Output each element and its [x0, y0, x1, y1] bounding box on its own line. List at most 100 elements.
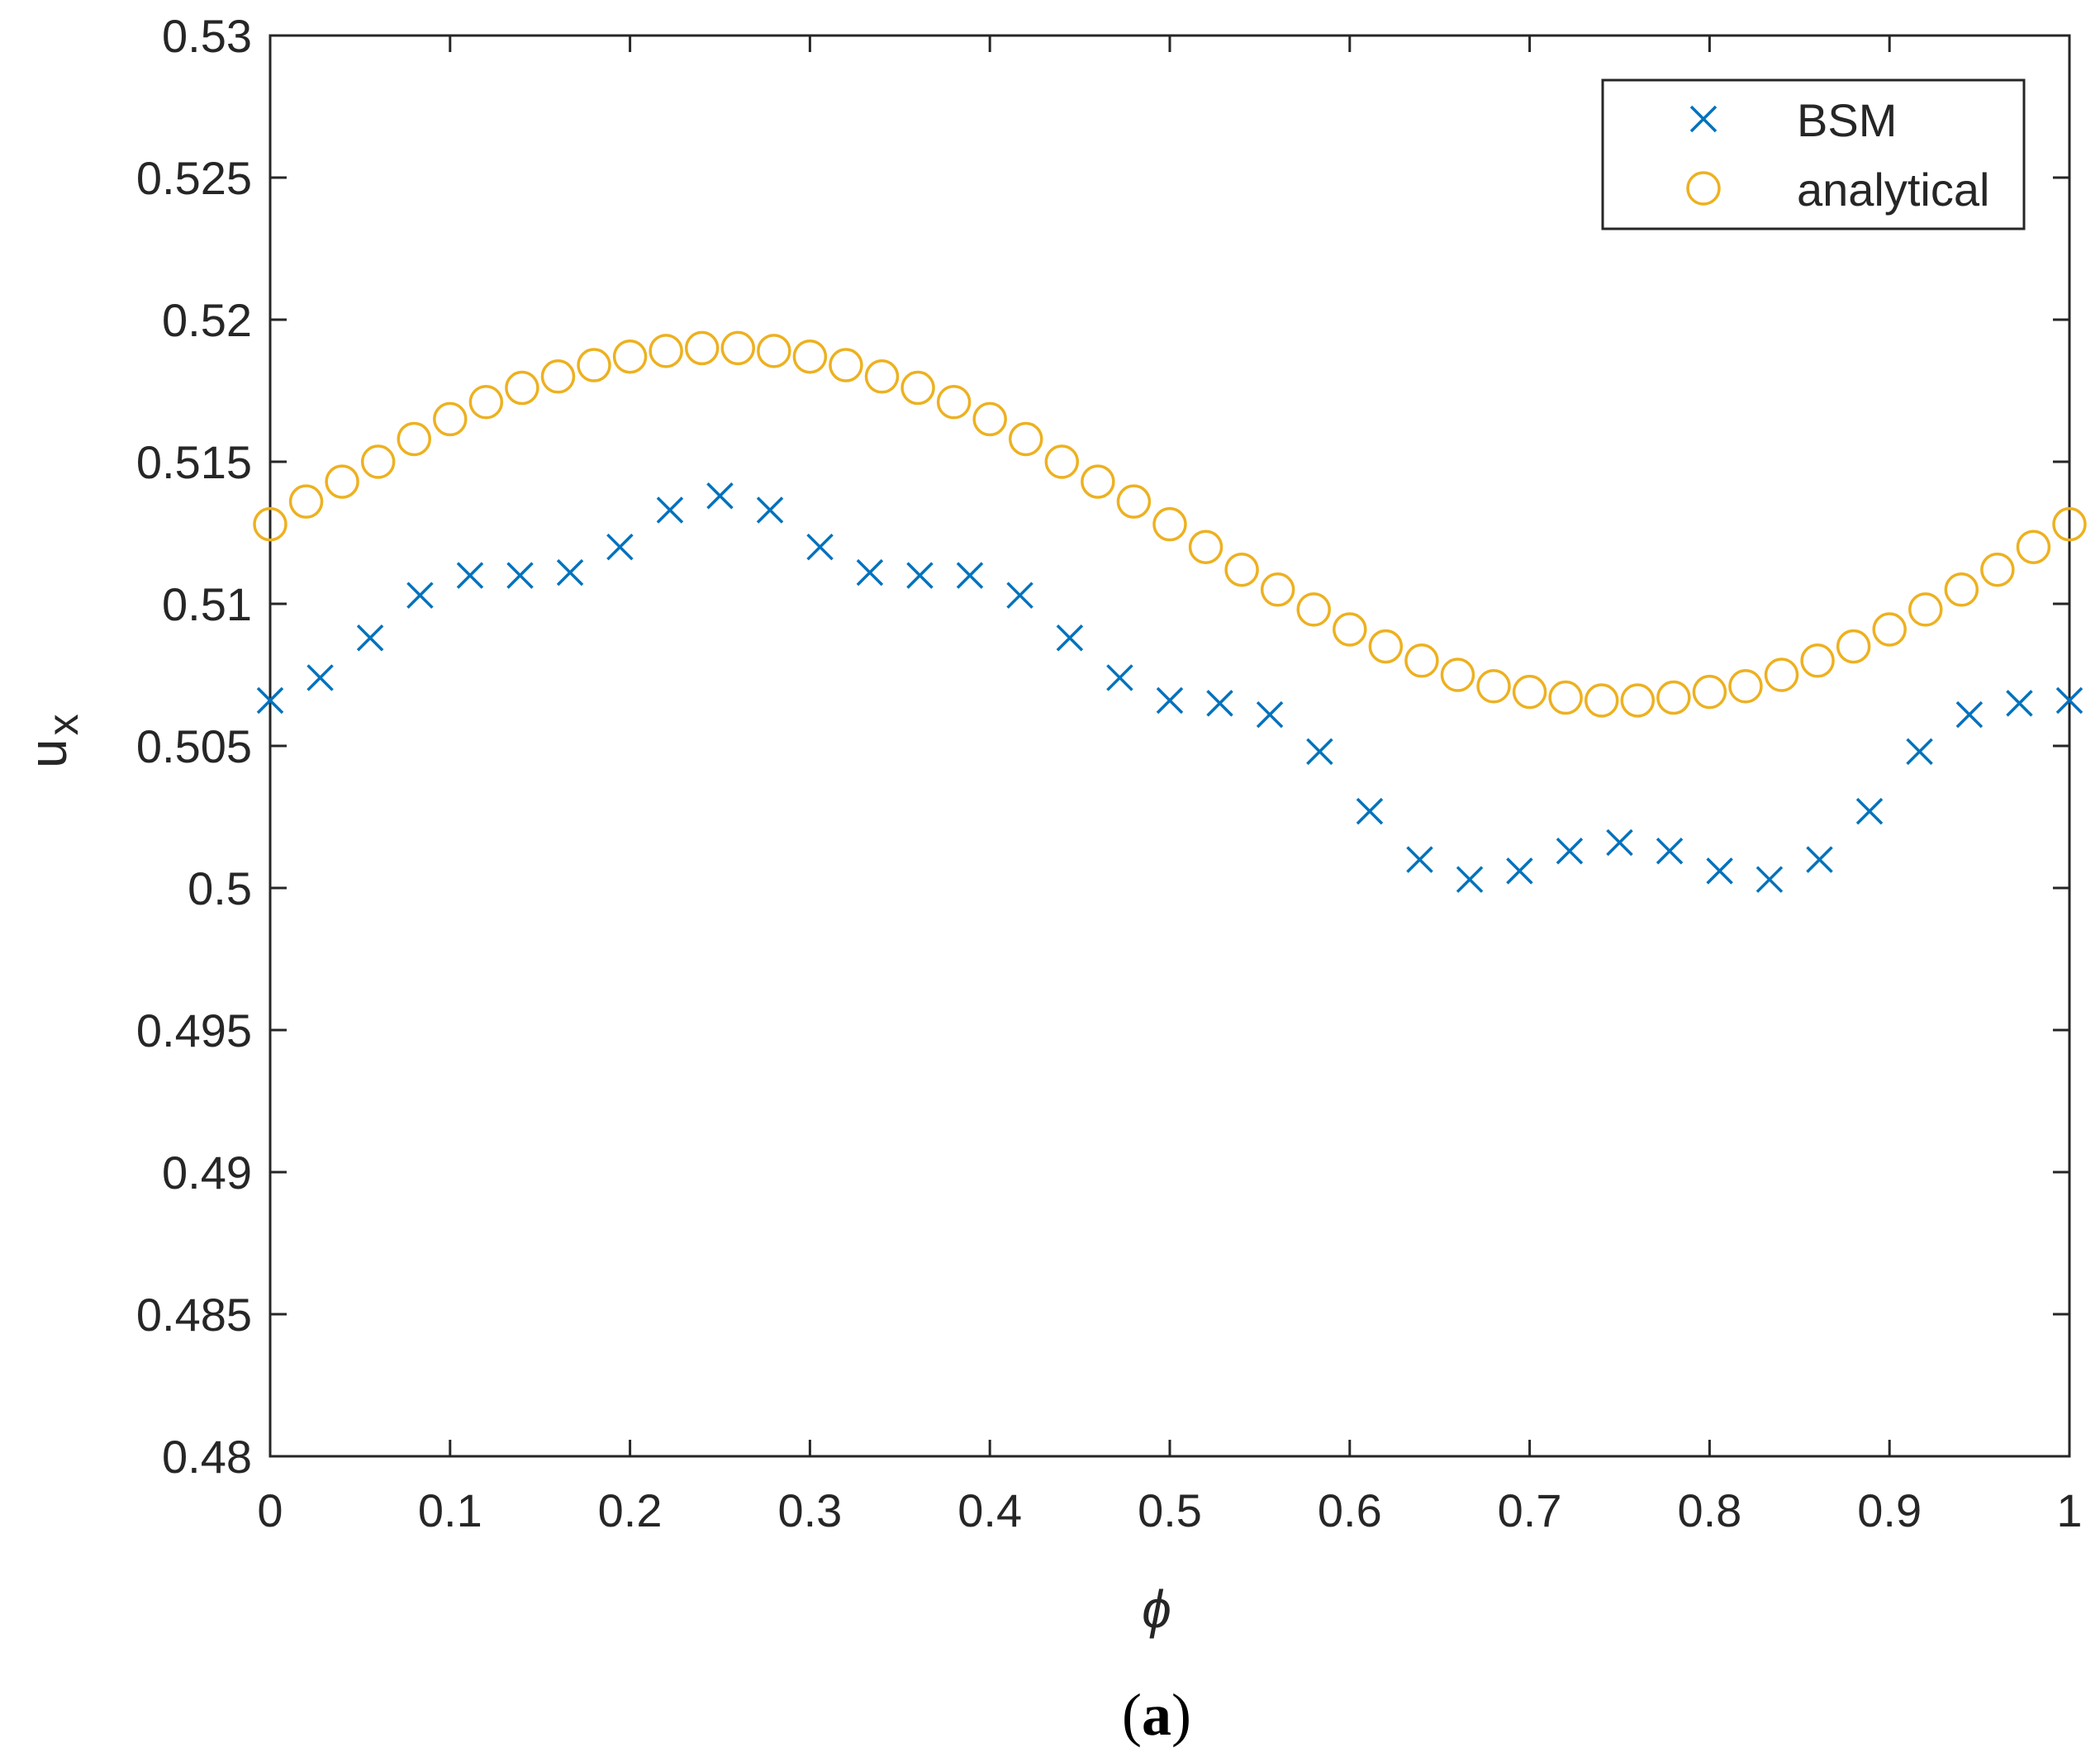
y-tick-label: 0.525: [136, 152, 252, 204]
analytical-point: [936, 385, 972, 420]
analytical-point: [1728, 669, 1763, 704]
x-tick-label: 1: [2056, 1484, 2082, 1536]
analytical-point: [1260, 572, 1295, 607]
legend-marker-analytical: [1686, 171, 1721, 206]
series-bsm: [256, 482, 2083, 893]
bsm-point: [1606, 829, 1633, 857]
analytical-point: [649, 334, 683, 368]
analytical-point: [505, 370, 539, 406]
analytical-point: [1584, 683, 1619, 718]
y-tick-label: 0.48: [162, 1431, 252, 1483]
x-tick-label: 0: [257, 1484, 283, 1536]
analytical-point: [684, 330, 720, 366]
analytical-point: [2016, 529, 2051, 564]
bsm-point: [1756, 866, 1784, 893]
analytical-point: [1009, 421, 1043, 457]
analytical-point: [829, 348, 863, 382]
analytical-point: [1404, 643, 1439, 678]
x-tick-label: 0.8: [1677, 1484, 1741, 1536]
analytical-point: [1476, 669, 1511, 704]
y-tick-label: 0.52: [162, 294, 252, 346]
y-tick-label: 0.5: [188, 862, 252, 914]
bsm-point: [656, 496, 684, 524]
caption-paren-open: (: [1122, 1682, 1142, 1748]
bsm-point: [1056, 624, 1084, 652]
bsm-point: [1556, 838, 1584, 865]
analytical-point: [1512, 674, 1547, 710]
analytical-point: [1296, 592, 1331, 627]
bsm-point: [906, 562, 934, 589]
legend: BSM analytical: [1601, 78, 2026, 230]
analytical-point: [1116, 484, 1152, 519]
y-tick-label: 0.51: [162, 578, 252, 630]
analytical-point: [1980, 552, 2015, 587]
analytical-point: [720, 330, 756, 366]
analytical-point: [1800, 643, 1835, 678]
bsm-point: [2055, 686, 2083, 715]
analytical-point: [900, 370, 935, 406]
bsm-point: [1906, 738, 1933, 766]
bsm-point: [1855, 797, 1884, 825]
bsm-point: [1406, 846, 1433, 873]
x-tick-labels: 0 0.1 0.2 0.3 0.4 0.5 0.6 0.7 0.8 0.9 1: [257, 1484, 2082, 1536]
analytical-point: [1081, 464, 1115, 499]
svg-text:ux: ux: [18, 714, 88, 768]
bsm-point: [406, 582, 434, 609]
legend-label-analytical: analytical: [1797, 164, 1989, 216]
bsm-point: [256, 686, 284, 715]
bsm-point: [1356, 797, 1384, 825]
analytical-point: [1368, 629, 1404, 664]
bsm-point: [1256, 700, 1284, 729]
bsm-point: [1106, 664, 1133, 691]
axis-ticks: [268, 34, 2071, 1458]
legend-box: [1601, 78, 2026, 230]
bsm-point: [1506, 857, 1533, 885]
analytical-point: [1548, 680, 1583, 715]
analytical-point: [433, 401, 468, 437]
y-tick-label: 0.515: [136, 436, 252, 488]
analytical-point: [792, 339, 828, 374]
y-axis-label-sub: x: [40, 714, 88, 735]
x-tick-label: 0.4: [957, 1484, 1022, 1536]
analytical-point: [1620, 683, 1656, 718]
analytical-point: [360, 444, 396, 479]
analytical-point: [612, 339, 648, 374]
bsm-point: [1456, 866, 1484, 893]
caption: (a): [1122, 1682, 1191, 1748]
x-tick-label: 0.1: [418, 1484, 482, 1536]
bsm-point: [556, 558, 584, 586]
bsm-point: [806, 533, 834, 561]
bsm-point: [1156, 686, 1184, 715]
bsm-point: [606, 533, 634, 561]
analytical-point: [1836, 629, 1871, 664]
bsm-point: [856, 558, 884, 586]
analytical-point: [1333, 612, 1367, 647]
legend-label-bsm: BSM: [1797, 94, 1897, 146]
bsm-point: [2006, 690, 2033, 717]
analytical-point: [1044, 444, 1080, 479]
x-tick-label: 0.2: [598, 1484, 663, 1536]
caption-letter: a: [1142, 1682, 1171, 1748]
analytical-point: [864, 359, 900, 394]
y-tick-label: 0.495: [136, 1004, 252, 1056]
analytical-point: [1440, 658, 1475, 692]
analytical-point: [288, 484, 324, 519]
x-tick-label: 0.9: [1857, 1484, 1922, 1536]
y-axis-label-main: u: [18, 738, 78, 768]
analytical-point: [540, 359, 576, 394]
bsm-point: [956, 562, 984, 589]
bsm-point: [1706, 857, 1733, 885]
series-analytical: [253, 330, 2087, 718]
x-tick-label: 0.7: [1498, 1484, 1562, 1536]
x-tick-label: 0.5: [1138, 1484, 1202, 1536]
y-tick-label: 0.49: [162, 1147, 252, 1199]
analytical-point: [1872, 612, 1907, 647]
bsm-point: [356, 624, 384, 652]
analytical-point: [1764, 658, 1799, 692]
bsm-point: [1806, 846, 1833, 873]
analytical-point: [1656, 680, 1691, 715]
bsm-point: [756, 496, 784, 524]
bsm-point: [506, 562, 534, 589]
analytical-point: [1692, 674, 1727, 710]
